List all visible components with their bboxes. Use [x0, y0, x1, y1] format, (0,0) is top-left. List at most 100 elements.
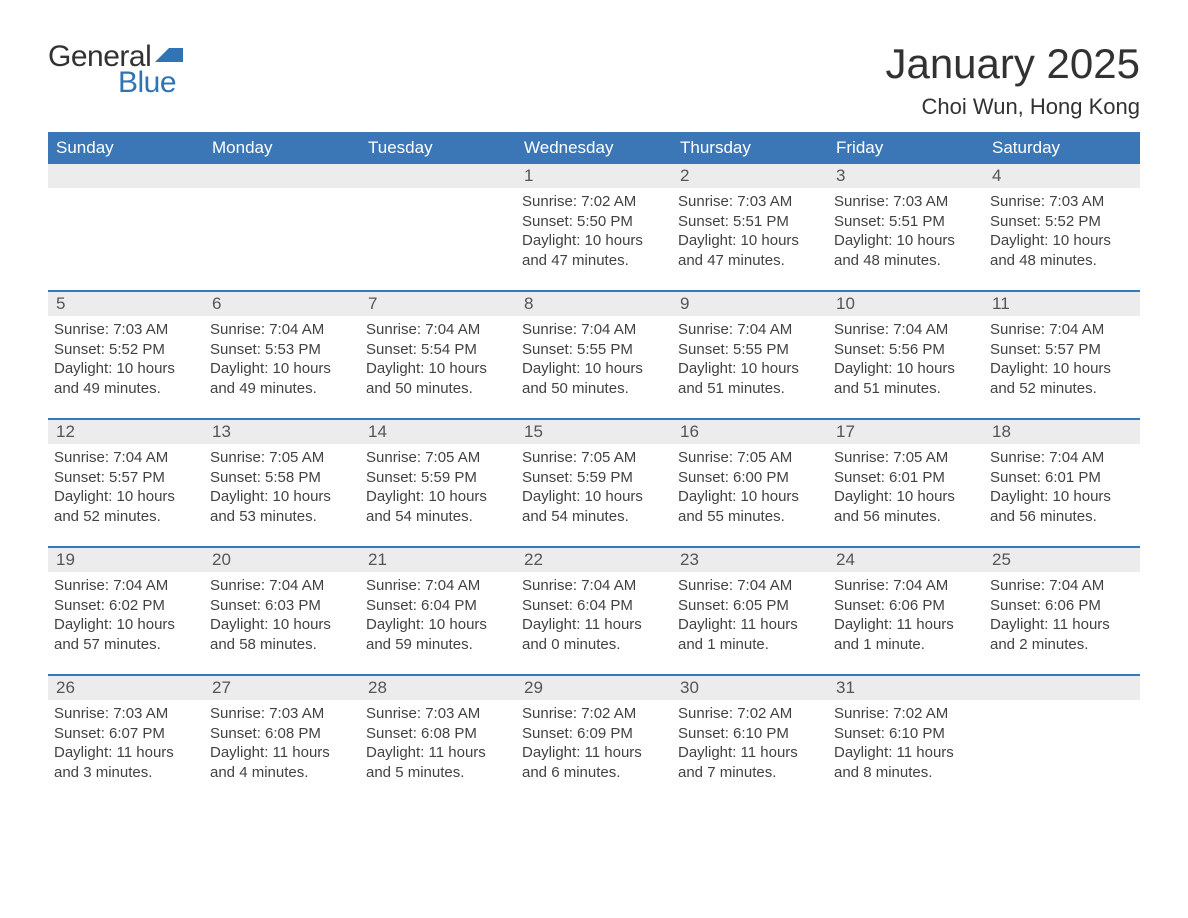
day-sunrise: Sunrise: 7:04 AM — [990, 320, 1134, 340]
day-daylight1: Daylight: 10 hours — [210, 615, 354, 635]
day-cell: 2Sunrise: 7:03 AMSunset: 5:51 PMDaylight… — [672, 164, 828, 276]
day-daylight2: and 51 minutes. — [678, 379, 822, 399]
day-body: Sunrise: 7:04 AMSunset: 5:55 PMDaylight:… — [672, 316, 828, 404]
day-daylight2: and 57 minutes. — [54, 635, 198, 655]
header: General Blue January 2025 Choi Wun, Hong… — [48, 40, 1140, 120]
day-body: Sunrise: 7:04 AMSunset: 6:06 PMDaylight:… — [828, 572, 984, 660]
day-body — [48, 188, 204, 198]
day-daylight2: and 47 minutes. — [678, 251, 822, 271]
day-number: 24 — [828, 548, 984, 572]
day-sunset: Sunset: 5:51 PM — [678, 212, 822, 232]
week-row: 26Sunrise: 7:03 AMSunset: 6:07 PMDayligh… — [48, 674, 1140, 788]
day-cell: 8Sunrise: 7:04 AMSunset: 5:55 PMDaylight… — [516, 292, 672, 404]
day-sunrise: Sunrise: 7:05 AM — [366, 448, 510, 468]
day-body: Sunrise: 7:05 AMSunset: 5:58 PMDaylight:… — [204, 444, 360, 532]
day-number: 16 — [672, 420, 828, 444]
day-body: Sunrise: 7:05 AMSunset: 5:59 PMDaylight:… — [360, 444, 516, 532]
day-sunrise: Sunrise: 7:03 AM — [834, 192, 978, 212]
day-body: Sunrise: 7:04 AMSunset: 5:57 PMDaylight:… — [984, 316, 1140, 404]
day-body: Sunrise: 7:04 AMSunset: 5:57 PMDaylight:… — [48, 444, 204, 532]
day-cell: 26Sunrise: 7:03 AMSunset: 6:07 PMDayligh… — [48, 676, 204, 788]
day-body: Sunrise: 7:03 AMSunset: 5:52 PMDaylight:… — [48, 316, 204, 404]
day-cell: 16Sunrise: 7:05 AMSunset: 6:00 PMDayligh… — [672, 420, 828, 532]
day-body: Sunrise: 7:04 AMSunset: 5:56 PMDaylight:… — [828, 316, 984, 404]
flag-icon — [155, 46, 183, 66]
day-number — [48, 164, 204, 188]
day-sunset: Sunset: 6:04 PM — [522, 596, 666, 616]
day-daylight2: and 3 minutes. — [54, 763, 198, 783]
day-sunset: Sunset: 5:59 PM — [522, 468, 666, 488]
day-daylight2: and 49 minutes. — [54, 379, 198, 399]
day-daylight1: Daylight: 10 hours — [54, 359, 198, 379]
day-daylight1: Daylight: 11 hours — [834, 615, 978, 635]
day-sunset: Sunset: 5:56 PM — [834, 340, 978, 360]
day-daylight2: and 54 minutes. — [366, 507, 510, 527]
day-sunrise: Sunrise: 7:04 AM — [522, 320, 666, 340]
day-daylight1: Daylight: 11 hours — [678, 743, 822, 763]
day-daylight1: Daylight: 11 hours — [366, 743, 510, 763]
day-sunrise: Sunrise: 7:04 AM — [678, 320, 822, 340]
day-sunset: Sunset: 6:10 PM — [834, 724, 978, 744]
day-number: 4 — [984, 164, 1140, 188]
day-body: Sunrise: 7:02 AMSunset: 5:50 PMDaylight:… — [516, 188, 672, 276]
day-sunrise: Sunrise: 7:03 AM — [54, 320, 198, 340]
day-cell: 19Sunrise: 7:04 AMSunset: 6:02 PMDayligh… — [48, 548, 204, 660]
day-body: Sunrise: 7:05 AMSunset: 6:01 PMDaylight:… — [828, 444, 984, 532]
day-sunset: Sunset: 5:50 PM — [522, 212, 666, 232]
day-sunset: Sunset: 5:52 PM — [54, 340, 198, 360]
day-sunrise: Sunrise: 7:05 AM — [834, 448, 978, 468]
day-body: Sunrise: 7:02 AMSunset: 6:09 PMDaylight:… — [516, 700, 672, 788]
day-sunset: Sunset: 6:06 PM — [990, 596, 1134, 616]
day-daylight1: Daylight: 11 hours — [54, 743, 198, 763]
day-number: 10 — [828, 292, 984, 316]
day-daylight1: Daylight: 10 hours — [366, 615, 510, 635]
day-body: Sunrise: 7:04 AMSunset: 6:05 PMDaylight:… — [672, 572, 828, 660]
weekday-friday: Friday — [828, 132, 984, 164]
day-number: 6 — [204, 292, 360, 316]
day-cell: 6Sunrise: 7:04 AMSunset: 5:53 PMDaylight… — [204, 292, 360, 404]
day-body: Sunrise: 7:02 AMSunset: 6:10 PMDaylight:… — [672, 700, 828, 788]
day-number: 27 — [204, 676, 360, 700]
day-cell: 5Sunrise: 7:03 AMSunset: 5:52 PMDaylight… — [48, 292, 204, 404]
day-daylight2: and 0 minutes. — [522, 635, 666, 655]
day-daylight1: Daylight: 10 hours — [990, 231, 1134, 251]
day-body: Sunrise: 7:02 AMSunset: 6:10 PMDaylight:… — [828, 700, 984, 788]
day-sunrise: Sunrise: 7:04 AM — [990, 576, 1134, 596]
day-daylight2: and 2 minutes. — [990, 635, 1134, 655]
day-cell: 14Sunrise: 7:05 AMSunset: 5:59 PMDayligh… — [360, 420, 516, 532]
day-daylight1: Daylight: 10 hours — [54, 615, 198, 635]
day-body — [360, 188, 516, 198]
day-daylight2: and 5 minutes. — [366, 763, 510, 783]
day-daylight2: and 4 minutes. — [210, 763, 354, 783]
day-number: 7 — [360, 292, 516, 316]
day-number: 20 — [204, 548, 360, 572]
day-sunrise: Sunrise: 7:05 AM — [210, 448, 354, 468]
day-number: 28 — [360, 676, 516, 700]
weeks-container: 1Sunrise: 7:02 AMSunset: 5:50 PMDaylight… — [48, 164, 1140, 788]
day-body: Sunrise: 7:04 AMSunset: 5:55 PMDaylight:… — [516, 316, 672, 404]
day-sunrise: Sunrise: 7:04 AM — [834, 320, 978, 340]
day-daylight2: and 7 minutes. — [678, 763, 822, 783]
day-cell: 20Sunrise: 7:04 AMSunset: 6:03 PMDayligh… — [204, 548, 360, 660]
day-daylight2: and 52 minutes. — [990, 379, 1134, 399]
weekday-sunday: Sunday — [48, 132, 204, 164]
day-sunrise: Sunrise: 7:03 AM — [54, 704, 198, 724]
day-cell: 29Sunrise: 7:02 AMSunset: 6:09 PMDayligh… — [516, 676, 672, 788]
day-body: Sunrise: 7:04 AMSunset: 6:04 PMDaylight:… — [360, 572, 516, 660]
day-number — [984, 676, 1140, 700]
day-cell: 3Sunrise: 7:03 AMSunset: 5:51 PMDaylight… — [828, 164, 984, 276]
day-cell: 17Sunrise: 7:05 AMSunset: 6:01 PMDayligh… — [828, 420, 984, 532]
day-daylight2: and 48 minutes. — [990, 251, 1134, 271]
day-daylight1: Daylight: 10 hours — [366, 359, 510, 379]
day-daylight2: and 59 minutes. — [366, 635, 510, 655]
day-sunrise: Sunrise: 7:04 AM — [522, 576, 666, 596]
day-cell: 13Sunrise: 7:05 AMSunset: 5:58 PMDayligh… — [204, 420, 360, 532]
weekday-monday: Monday — [204, 132, 360, 164]
day-sunrise: Sunrise: 7:02 AM — [834, 704, 978, 724]
day-cell — [48, 164, 204, 276]
day-daylight1: Daylight: 10 hours — [210, 359, 354, 379]
day-sunrise: Sunrise: 7:04 AM — [990, 448, 1134, 468]
day-cell: 23Sunrise: 7:04 AMSunset: 6:05 PMDayligh… — [672, 548, 828, 660]
day-sunset: Sunset: 6:06 PM — [834, 596, 978, 616]
day-sunset: Sunset: 6:02 PM — [54, 596, 198, 616]
